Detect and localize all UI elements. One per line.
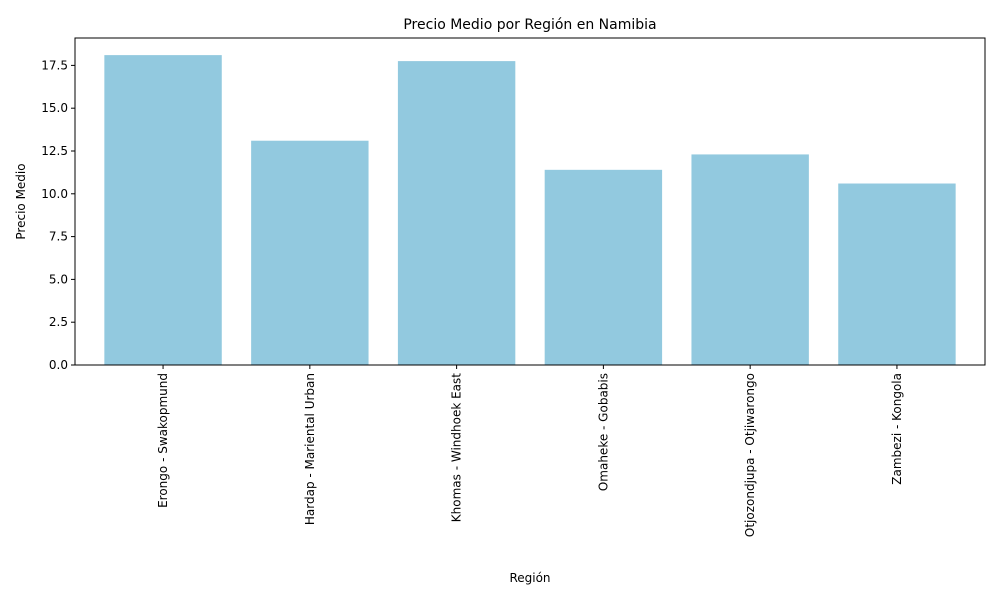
y-tick-label-7: 17.5 <box>41 58 68 72</box>
x-tick-label-0: Erongo - Swakopmund <box>156 373 170 508</box>
bar-2 <box>397 61 516 366</box>
x-tick-label-5: Zambezi - Kongola <box>890 373 904 485</box>
chart-title: Precio Medio por Región en Namibia <box>403 17 656 33</box>
x-tick-label-2: Khomas - Windhoek East <box>450 373 464 523</box>
y-tick-label-3: 7.5 <box>49 230 68 244</box>
x-axis: Erongo - Swakopmund Hardap - Mariental Ur… <box>156 365 904 537</box>
y-tick-label-2: 5.0 <box>49 272 68 286</box>
x-tick-label-1: Hardap - Mariental Urban <box>303 373 317 525</box>
x-axis-label: Región <box>509 571 550 585</box>
x-tick-label-3: Omaheke - Gobabis <box>596 373 610 491</box>
y-axis: 0.0 2.5 5.0 7.5 10.0 12.5 15.0 17.5 <box>41 58 75 372</box>
y-tick-label-5: 12.5 <box>41 144 68 158</box>
bar-0 <box>104 55 222 366</box>
y-tick-label-6: 15.0 <box>41 101 68 115</box>
bar-3 <box>544 169 663 365</box>
bar-1 <box>251 140 369 365</box>
y-tick-label-4: 10.0 <box>41 187 68 201</box>
bars-group <box>104 55 956 366</box>
bar-5 <box>838 183 956 365</box>
plot-frame <box>74 37 986 366</box>
y-tick-label-0: 0.0 <box>49 358 68 372</box>
x-tick-label-4: Otjozondjupa - Otjiwarongo <box>743 373 757 537</box>
y-axis-label: Precio Medio <box>14 163 28 239</box>
y-tick-label-1: 2.5 <box>49 315 68 329</box>
bar-4 <box>691 154 809 365</box>
